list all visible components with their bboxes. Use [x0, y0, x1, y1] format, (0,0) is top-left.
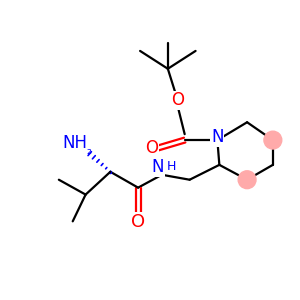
Text: O: O: [131, 213, 145, 231]
Circle shape: [264, 131, 282, 149]
Text: N: N: [152, 158, 164, 176]
Text: H: H: [167, 160, 176, 173]
Text: NH: NH: [63, 134, 88, 152]
Text: N: N: [211, 128, 224, 146]
Circle shape: [238, 171, 256, 189]
Text: ₂: ₂: [87, 143, 92, 157]
Text: O: O: [146, 139, 158, 157]
Text: O: O: [171, 92, 184, 110]
